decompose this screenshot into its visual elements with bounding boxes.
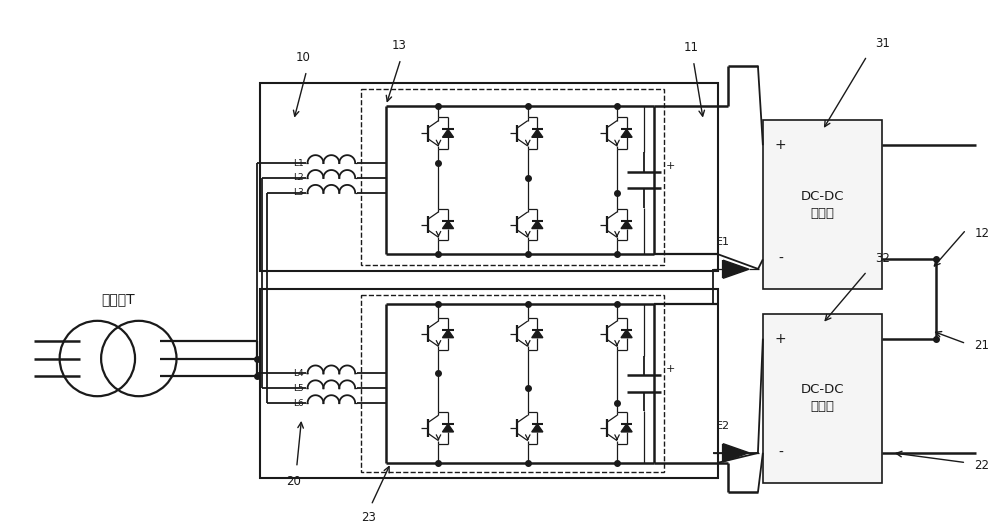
Text: 23: 23 bbox=[361, 512, 376, 524]
Bar bbox=[361, 295, 664, 471]
Polygon shape bbox=[442, 221, 454, 229]
Text: +: + bbox=[775, 138, 787, 152]
Text: 20: 20 bbox=[286, 475, 301, 488]
Text: 32: 32 bbox=[875, 252, 890, 265]
Polygon shape bbox=[532, 221, 543, 229]
Text: +: + bbox=[666, 364, 675, 375]
Text: 22: 22 bbox=[974, 459, 989, 472]
Text: L5: L5 bbox=[293, 384, 304, 393]
Polygon shape bbox=[442, 130, 454, 138]
Polygon shape bbox=[442, 424, 454, 432]
Text: 10: 10 bbox=[296, 51, 311, 64]
Text: +: + bbox=[666, 161, 675, 171]
Text: 21: 21 bbox=[974, 339, 989, 352]
Text: 12: 12 bbox=[974, 227, 989, 240]
Polygon shape bbox=[532, 330, 543, 338]
Text: E1: E1 bbox=[716, 238, 730, 248]
Polygon shape bbox=[723, 444, 749, 462]
Text: 13: 13 bbox=[391, 39, 406, 52]
Text: DC-DC
变换器: DC-DC 变换器 bbox=[801, 190, 844, 220]
Bar bbox=[361, 89, 664, 265]
Bar bbox=[260, 83, 718, 271]
Polygon shape bbox=[532, 130, 543, 138]
Text: DC-DC
变换器: DC-DC 变换器 bbox=[801, 383, 844, 413]
Text: 31: 31 bbox=[875, 37, 890, 50]
Text: +: + bbox=[775, 332, 787, 345]
Polygon shape bbox=[532, 424, 543, 432]
Bar bbox=[763, 121, 882, 289]
Polygon shape bbox=[621, 330, 632, 338]
Text: L6: L6 bbox=[293, 399, 304, 408]
Text: E2: E2 bbox=[716, 421, 730, 431]
Bar bbox=[260, 289, 718, 478]
Text: L4: L4 bbox=[293, 369, 304, 378]
Text: L2: L2 bbox=[293, 174, 304, 183]
Polygon shape bbox=[723, 260, 749, 278]
Text: -: - bbox=[778, 446, 783, 460]
Polygon shape bbox=[621, 130, 632, 138]
Text: -: - bbox=[778, 252, 783, 266]
Polygon shape bbox=[442, 330, 454, 338]
Text: 11: 11 bbox=[684, 41, 699, 54]
Text: 变压器T: 变压器T bbox=[101, 292, 135, 306]
Bar bbox=[763, 314, 882, 482]
Polygon shape bbox=[621, 221, 632, 229]
Polygon shape bbox=[621, 424, 632, 432]
Text: L1: L1 bbox=[293, 159, 304, 168]
Text: L3: L3 bbox=[293, 188, 304, 197]
